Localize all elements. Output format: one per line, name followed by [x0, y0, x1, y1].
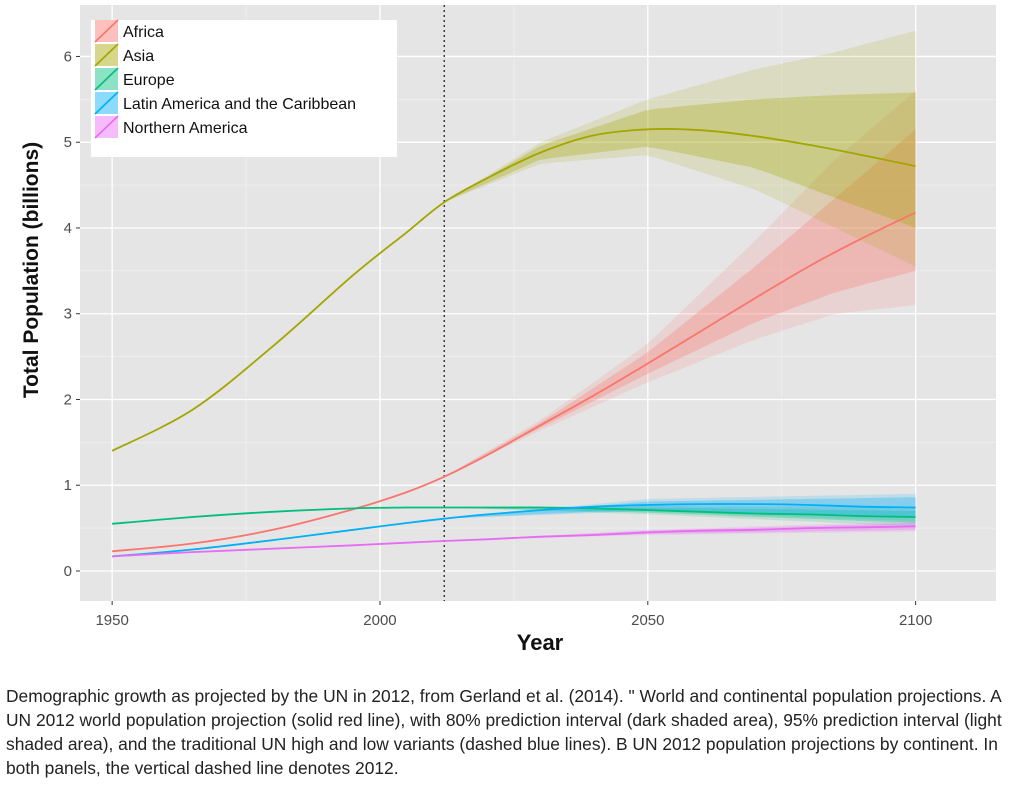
x-axis: 1950 2000 2050 2100: [95, 601, 932, 629]
asia-80-band: [444, 92, 916, 228]
y-axis: 0 1 2 3 4 5 6: [64, 48, 80, 580]
legend-label: Europe: [123, 72, 175, 89]
legend-key-line: [94, 43, 119, 67]
legend-key-line: [94, 19, 119, 43]
europe-line: [112, 506, 916, 525]
gridlines: [80, 5, 996, 601]
legend-label: Asia: [123, 48, 154, 65]
y-axis-title: Total Population (billions): [20, 142, 43, 398]
asia-95-band: [444, 30, 916, 267]
legend: Africa Asia Europe Latin America and the Ca…: [91, 19, 397, 157]
africa-95-band: [444, 90, 916, 477]
x-tick-label: 2050: [631, 612, 664, 629]
x-tick-label: 2100: [899, 612, 932, 629]
europe-95-band: [444, 505, 916, 527]
northern-america-line: [112, 525, 916, 558]
y-tick-label: 0: [64, 563, 72, 580]
population-chart: 0 1 2 3 4 5 6 1950 2000 2050 2100 Year Total Popu…: [20, 5, 996, 655]
series-lines: [111, 128, 916, 558]
y-tick-label: 6: [64, 48, 72, 65]
africa-line: [112, 211, 916, 553]
legend-label: Africa: [123, 24, 164, 41]
legend-key-line: [94, 91, 119, 115]
y-tick-label: 2: [64, 391, 72, 408]
legend-label: Northern America: [123, 120, 248, 137]
y-tick-label: 3: [64, 306, 72, 323]
legend-key-line: [94, 67, 119, 91]
legend-key-line: [94, 115, 119, 139]
x-tick-label: 1950: [95, 612, 128, 629]
y-tick-label: 4: [64, 220, 72, 237]
y-tick-label: 5: [64, 134, 72, 151]
asia-line: [111, 128, 916, 452]
x-axis-title: Year: [517, 630, 564, 655]
legend-box: [91, 20, 397, 157]
x-tick-label: 2000: [363, 612, 396, 629]
latin-america-and-the-caribbean-line: [112, 503, 916, 558]
y-tick-label: 1: [64, 477, 72, 494]
legend-label: Latin America and the Caribbean: [123, 96, 356, 113]
figure-caption: Demographic growth as projected by the U…: [6, 686, 1002, 778]
europe-80-band: [444, 507, 916, 523]
